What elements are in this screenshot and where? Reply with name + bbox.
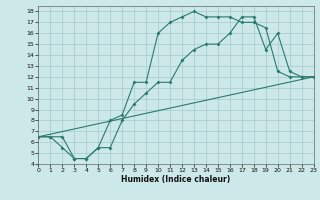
X-axis label: Humidex (Indice chaleur): Humidex (Indice chaleur): [121, 175, 231, 184]
